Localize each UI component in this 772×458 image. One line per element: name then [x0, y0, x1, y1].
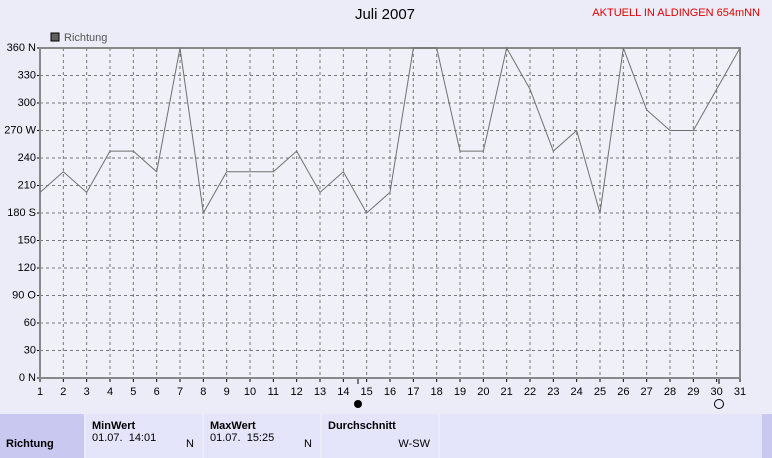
- header: MinWert: [92, 420, 136, 432]
- x-tick-label: 13: [314, 386, 326, 398]
- y-tick-label: 240: [18, 152, 36, 164]
- x-tick-label: 17: [407, 386, 419, 398]
- row-label: Richtung: [0, 414, 86, 458]
- x-tick-label: 1: [37, 386, 43, 398]
- x-tick-label: 4: [107, 386, 113, 398]
- x-tick-label: 11: [268, 386, 279, 398]
- x-tick-label: 26: [617, 386, 629, 398]
- y-tick-label: 150: [18, 234, 36, 246]
- x-tick-label: 8: [200, 386, 206, 398]
- y-tick-label: 0 N: [19, 372, 36, 384]
- y-tick-label: 270 W: [4, 124, 36, 136]
- x-tick-label: 30: [711, 386, 723, 398]
- chart: Juli 2007 AKTUELL IN ALDINGEN 654mNN Ric…: [4, 6, 760, 409]
- x-tick-label: 6: [154, 386, 160, 398]
- x-tick-label: 20: [477, 386, 489, 398]
- date: 01.07. 14:01: [92, 432, 157, 444]
- x-tick-label: 7: [177, 386, 183, 398]
- x-tick-label: 3: [84, 386, 90, 398]
- moon-new: [714, 399, 724, 409]
- x-tick-label: 24: [571, 386, 583, 398]
- x-tick-label: 28: [664, 386, 676, 398]
- x-tick-label: 15: [361, 386, 373, 398]
- x-tick-label: 5: [130, 386, 136, 398]
- y-tick-label: 330: [18, 69, 36, 81]
- moon-full: [354, 400, 362, 408]
- x-tick-label: 22: [524, 386, 536, 398]
- x-tick-label: 19: [454, 386, 466, 398]
- y-tick-label: 90 O: [12, 289, 36, 301]
- x-tick-label: 10: [244, 386, 256, 398]
- plot-frame: [39, 47, 741, 379]
- dir: N: [186, 438, 194, 450]
- summary-table: Richtung MinWert 01.07. 14:01 N MaxWert 01.…: [0, 414, 772, 458]
- header: MaxWert: [210, 420, 256, 432]
- x-tick-label: 27: [641, 386, 653, 398]
- x-tick-label: 2: [60, 386, 66, 398]
- x-tick-label: 21: [501, 386, 513, 398]
- chart-title: Juli 2007: [355, 6, 415, 23]
- data-line: [39, 46, 741, 215]
- date: 01.07. 15:25: [210, 432, 275, 444]
- y-tick-label: 120: [18, 262, 36, 274]
- dir: W-SW: [398, 438, 430, 450]
- y-tick-label: 210: [18, 179, 36, 191]
- annotation: AKTUELL IN ALDINGEN 654mNN: [592, 7, 760, 19]
- x-tick-label: 31: [734, 386, 746, 398]
- x-tick-label: 25: [594, 386, 606, 398]
- x-tick-label: 18: [431, 386, 443, 398]
- dir: N: [304, 438, 312, 450]
- y-tick-label: 360 N: [7, 42, 36, 54]
- x-tick-label: 14: [337, 386, 349, 398]
- y-tick-label: 180 S: [7, 207, 36, 219]
- y-tick-label: 30: [24, 344, 36, 356]
- cell: Durchschnitt W-SW: [322, 414, 440, 458]
- y-tick-label: 300: [18, 97, 36, 109]
- cell: MinWert 01.07. 14:01 N: [86, 414, 204, 458]
- y-tick-label: 60: [24, 317, 36, 329]
- header: Durchschnitt: [328, 420, 396, 432]
- cell: [440, 414, 762, 458]
- x-tick-label: 23: [547, 386, 559, 398]
- row-label-text: Richtung: [6, 438, 54, 450]
- cell: MaxWert 01.07. 15:25 N: [204, 414, 322, 458]
- x-tick-label: 16: [384, 386, 396, 398]
- legend-label: Richtung: [64, 32, 107, 44]
- x-tick-label: 12: [291, 386, 303, 398]
- x-tick-label: 9: [224, 386, 230, 398]
- x-tick-label: 29: [687, 386, 699, 398]
- legend-swatch: [50, 32, 60, 42]
